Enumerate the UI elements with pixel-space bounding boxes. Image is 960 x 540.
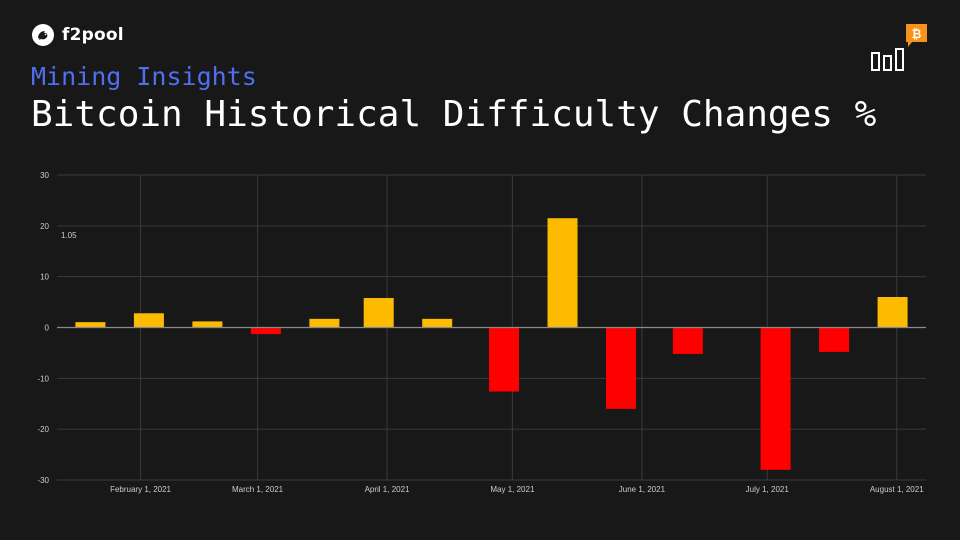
y-tick-label: 30 — [40, 171, 49, 180]
bar — [819, 327, 850, 352]
bar — [250, 327, 281, 335]
brand-logo: f2pool — [32, 24, 124, 46]
bar — [606, 327, 637, 409]
bar — [760, 327, 791, 470]
x-tick-label: April 1, 2021 — [365, 485, 410, 494]
bar — [489, 327, 520, 392]
y-tick-label: 0 — [45, 324, 50, 333]
bar — [75, 322, 106, 328]
bar — [192, 321, 223, 328]
y-tick-label: -10 — [37, 374, 49, 383]
bar — [309, 318, 340, 328]
x-tick-label: June 1, 2021 — [619, 485, 666, 494]
y-tick-label: 10 — [40, 273, 49, 282]
bitcoin-bar-chart-icon: ₿ — [871, 24, 927, 71]
page-title: Bitcoin Historical Difficulty Changes % — [31, 94, 877, 135]
difficulty-bar-chart: 30 20 10 0 -10 -20 -30 February 1, 2021 March 1,… — [37, 171, 926, 494]
bar — [877, 297, 908, 328]
svg-text:₿: ₿ — [912, 27, 922, 41]
bar — [547, 218, 578, 328]
bar — [363, 298, 394, 328]
page-subtitle: Mining Insights — [31, 62, 257, 91]
brand-name: f2pool — [62, 25, 124, 45]
x-tick-label: May 1, 2021 — [490, 485, 535, 494]
x-tick-label: February 1, 2021 — [110, 485, 171, 494]
bar — [133, 313, 164, 328]
x-tick-label: March 1, 2021 — [232, 485, 284, 494]
annotation-label: 1.05 — [61, 231, 77, 240]
bar — [672, 327, 703, 354]
x-tick-label: July 1, 2021 — [746, 485, 790, 494]
x-tick-label: August 1, 2021 — [870, 485, 924, 494]
y-tick-label: -30 — [37, 476, 49, 485]
fish-icon — [32, 24, 54, 46]
y-tick-label: 20 — [40, 222, 49, 231]
bar — [422, 318, 453, 328]
y-tick-label: -20 — [37, 425, 49, 434]
